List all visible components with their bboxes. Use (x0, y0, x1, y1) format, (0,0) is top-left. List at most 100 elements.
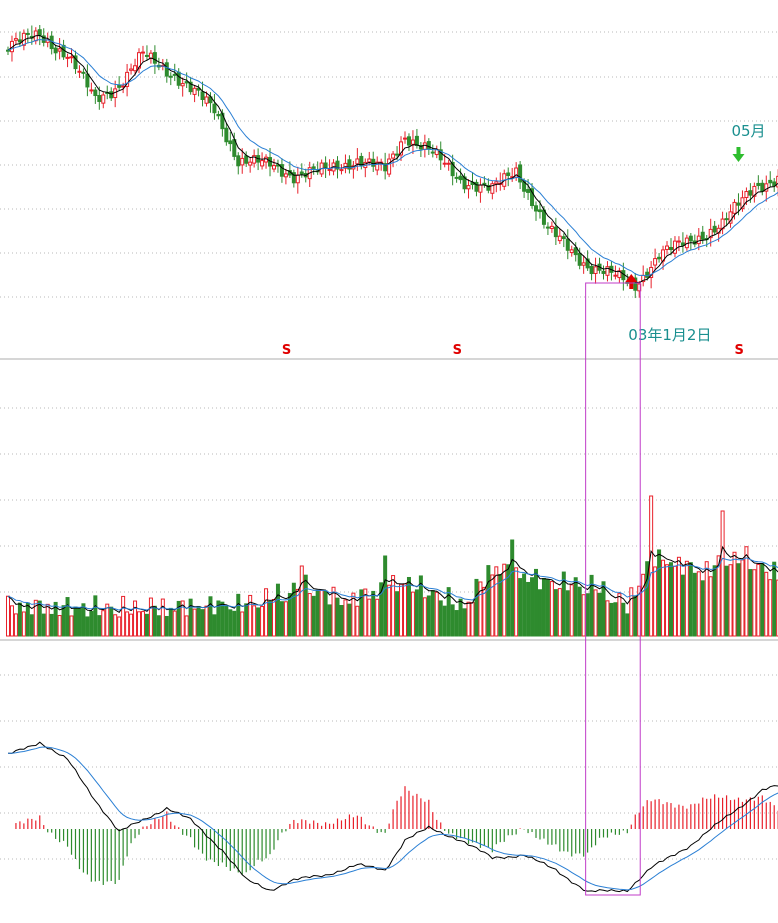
volume-bar-63 (256, 607, 261, 637)
volume-bar-8 (37, 600, 42, 637)
price-candle-17 (73, 55, 78, 70)
price-candle-164 (657, 256, 662, 260)
volume-bar-104 (418, 575, 423, 637)
volume-bar-74 (299, 565, 304, 637)
volume-bar-93 (375, 598, 380, 637)
volume-bar-1 (9, 605, 14, 637)
volume-bar-54 (220, 601, 225, 637)
sell-arrow-icon (732, 147, 745, 162)
volume-bar-119 (478, 581, 483, 637)
volume-bar-144 (577, 586, 582, 637)
volume-bar-152 (609, 602, 614, 637)
volume-bar-122 (490, 574, 495, 637)
price-candle-122 (490, 183, 495, 194)
price-candle-126 (506, 172, 511, 177)
volume-bar-146 (585, 593, 590, 637)
volume-bar-194 (776, 579, 778, 637)
volume-bar-173 (692, 572, 697, 637)
volume-bar-76 (307, 593, 312, 637)
volume-bar-174 (696, 571, 701, 637)
volume-bar-167 (668, 562, 673, 637)
volume-bar-147 (589, 574, 594, 637)
price-annotations: 03年1月2日 05月 (625, 122, 766, 344)
volume-bars (6, 495, 778, 637)
price-candle-86 (347, 159, 352, 170)
price-candle-9 (41, 35, 46, 43)
price-candle-56 (228, 140, 233, 145)
volume-bar-135 (541, 578, 546, 637)
signal-s-3: S (734, 343, 743, 358)
price-candle-111 (446, 162, 451, 165)
volume-bar-90 (363, 588, 368, 637)
volume-bar-137 (549, 581, 554, 637)
price-candle-30 (125, 71, 130, 87)
volume-bar-17 (73, 606, 78, 637)
price-candle-184 (736, 202, 741, 206)
volume-bar-184 (736, 563, 741, 637)
price-candle-150 (601, 270, 606, 274)
volume-bar-29 (121, 595, 126, 637)
price-candle-73 (295, 174, 300, 184)
volume-bar-126 (506, 564, 511, 637)
price-candle-114 (458, 175, 463, 181)
price-candle-61 (248, 161, 253, 166)
volume-bar-189 (756, 563, 761, 637)
volume-panel (0, 407, 778, 637)
price-candle-104 (418, 145, 423, 150)
volume-bar-160 (641, 573, 646, 637)
volume-bar-108 (434, 591, 439, 637)
volume-bar-158 (633, 595, 638, 637)
volume-bar-66 (268, 601, 273, 637)
volume-bar-64 (260, 606, 265, 637)
volume-bar-87 (351, 592, 356, 637)
volume-bar-113 (454, 610, 459, 637)
price-candle-177 (708, 228, 713, 239)
price-candle-47 (192, 87, 197, 95)
volume-bar-183 (732, 551, 737, 637)
price-ma-short-line (7, 34, 778, 284)
volume-bar-128 (514, 567, 519, 637)
volume-bar-23 (97, 615, 102, 637)
volume-bar-69 (279, 601, 284, 637)
price-candle-95 (383, 163, 388, 172)
price-candle-153 (613, 274, 618, 277)
price-candle-80 (323, 162, 328, 168)
volume-bar-132 (530, 577, 535, 637)
volume-bar-164 (657, 549, 662, 637)
volume-bar-153 (613, 602, 618, 637)
price-candle-174 (696, 235, 701, 245)
price-candle-42 (172, 73, 177, 76)
volume-bar-109 (438, 600, 443, 637)
volume-bar-133 (534, 568, 539, 637)
price-candle-186 (744, 191, 749, 199)
volume-bar-114 (458, 598, 463, 637)
price-candle-31 (129, 68, 134, 71)
volume-bar-101 (406, 576, 411, 637)
volume-bar-141 (565, 590, 570, 637)
volume-bar-162 (649, 495, 654, 637)
price-candle-144 (577, 252, 582, 266)
volume-bar-4 (21, 611, 26, 637)
price-candle-43 (176, 71, 181, 86)
volume-bar-5 (25, 602, 30, 637)
price-candle-62 (252, 155, 257, 164)
price-candle-172 (688, 235, 693, 242)
volume-bar-111 (446, 587, 451, 637)
volume-bar-116 (466, 601, 471, 637)
price-candle-106 (426, 141, 431, 150)
price-candle-141 (565, 238, 570, 251)
volume-bar-73 (295, 588, 300, 637)
volume-bar-15 (65, 597, 70, 637)
price-candle-113 (454, 176, 459, 179)
volume-bar-95 (383, 555, 388, 637)
price-candle-20 (85, 73, 90, 88)
volume-bar-98 (395, 591, 400, 637)
volume-bar-188 (752, 569, 757, 637)
volume-bar-178 (712, 565, 717, 637)
price-candle-2 (13, 38, 18, 41)
price-candle-131 (526, 189, 531, 193)
volume-bar-100 (403, 583, 407, 637)
volume-bar-180 (720, 510, 725, 637)
volume-bar-118 (474, 578, 479, 637)
price-candle-191 (764, 183, 769, 192)
